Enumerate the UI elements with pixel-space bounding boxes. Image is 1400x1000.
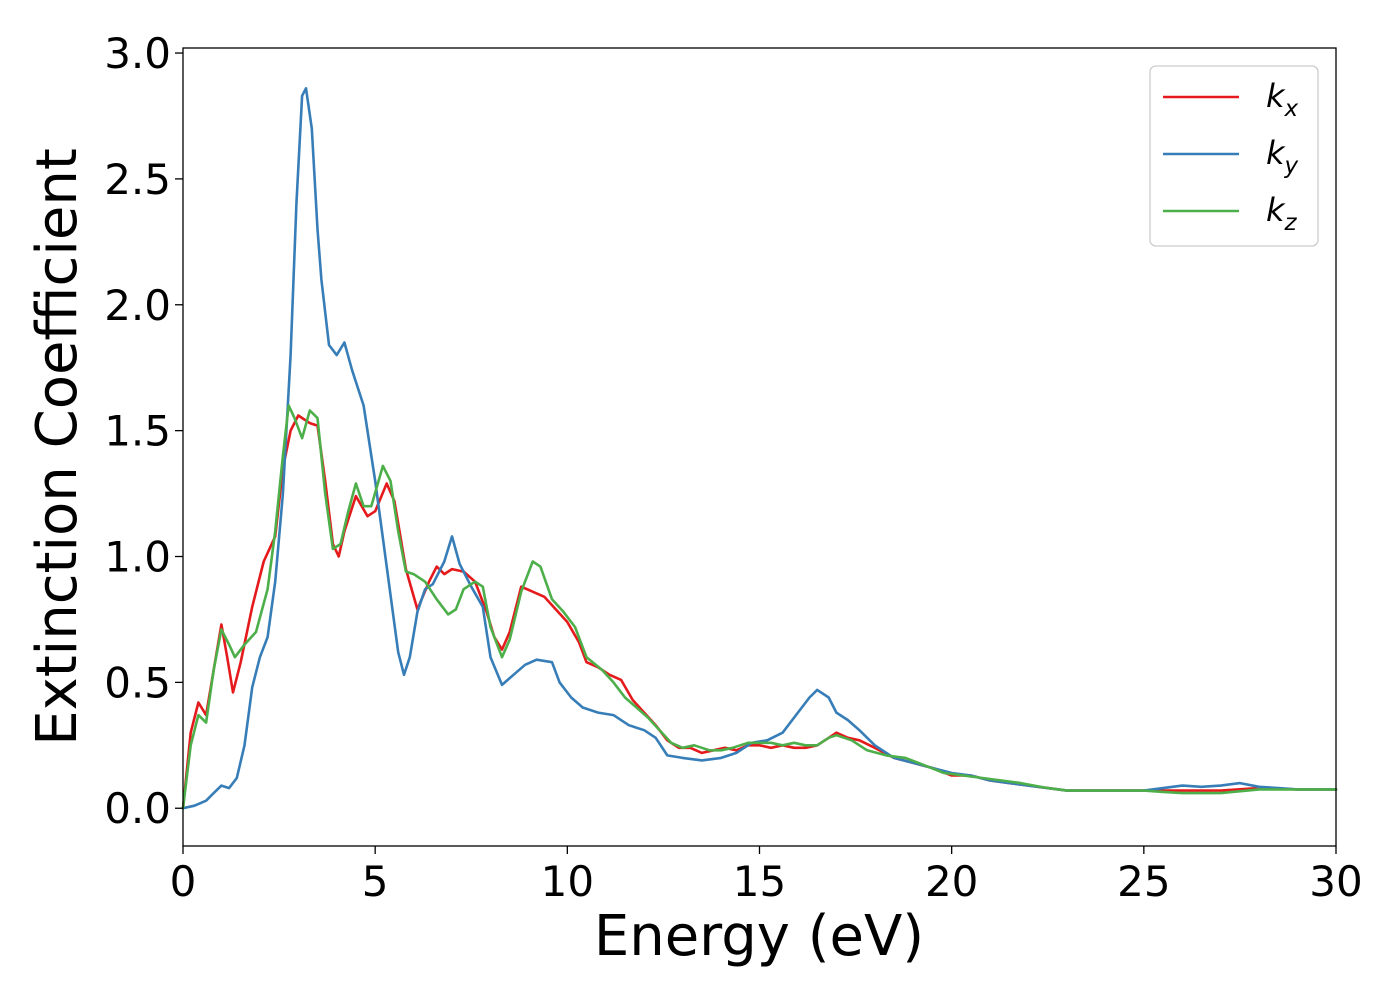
y-tick-label: 2.0 (104, 281, 171, 330)
series-layer (181, 87, 1338, 810)
x-tick-label: 30 (1309, 857, 1362, 906)
x-tick-label: 5 (362, 857, 389, 906)
x-tick-label: 25 (1117, 857, 1170, 906)
x-tick-label: 10 (541, 857, 594, 906)
y-tick-label: 1.5 (104, 407, 171, 456)
x-axis: 0 5 10 15 20 25 30 (170, 846, 1363, 906)
series-line-kx (181, 414, 1338, 810)
x-tick-label: 0 (170, 857, 197, 906)
series-line-kz (181, 404, 1338, 810)
legend-label-kx: kx (1266, 77, 1299, 122)
series-line-ky (181, 87, 1338, 810)
y-tick-label: 3.0 (104, 29, 171, 78)
x-axis-label: Energy (eV) (594, 904, 924, 969)
legend-frame (1149, 65, 1319, 247)
y-tick-label: 1.0 (104, 533, 171, 582)
x-tick-label: 15 (733, 857, 786, 906)
legend-label-ky: ky (1266, 134, 1299, 179)
y-tick-label: 0.5 (104, 658, 171, 707)
y-axis: 0.0 0.5 1.0 1.5 2.0 2.5 3.0 (104, 29, 183, 833)
legend: kx ky kz (1149, 65, 1319, 247)
y-tick-label: 0.0 (104, 784, 171, 833)
legend-label-kz: kz (1266, 191, 1298, 236)
x-tick-label: 20 (925, 857, 978, 906)
y-tick-label: 2.5 (104, 155, 171, 204)
y-axis-label: Extinction Coefficient (25, 148, 90, 746)
